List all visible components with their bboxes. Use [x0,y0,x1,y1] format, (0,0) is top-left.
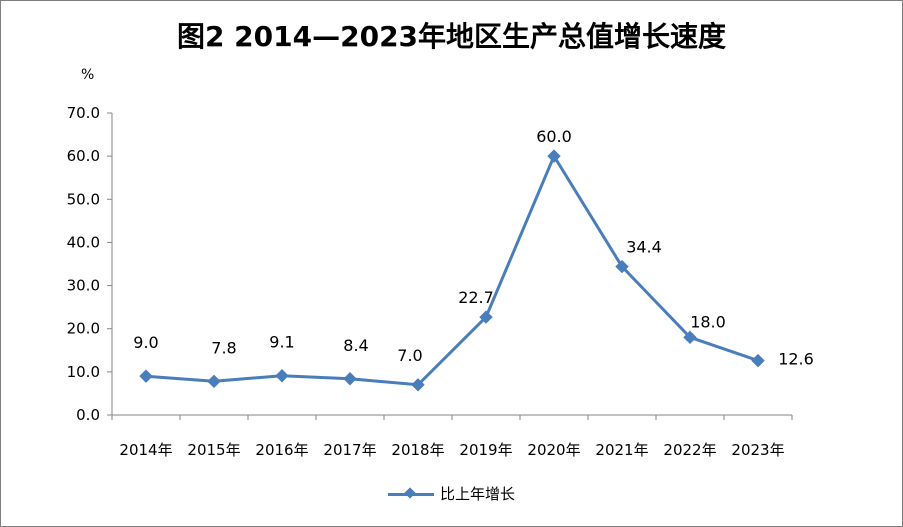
y-tick-label: 70.0 [67,104,100,122]
data-point-marker [207,374,221,389]
data-point-marker [547,149,561,163]
data-label: 8.4 [343,336,368,355]
y-tick-label: 20.0 [67,320,100,338]
data-point-marker [411,378,425,392]
data-point-marker [615,259,629,274]
x-tick-label: 2014年 [119,441,172,459]
data-label: 7.8 [211,338,236,357]
data-label: 22.7 [458,288,494,307]
data-point-marker [343,372,357,386]
data-label: 18.0 [690,312,726,331]
data-labels: 9.0 7.8 9.1 8.4 7.0 22.7 60.0 34.4 18.0 12.6 [133,127,814,368]
y-tick-label: 0.0 [76,406,100,424]
series-line [145,154,759,387]
data-label: 60.0 [536,127,572,146]
y-tick-label: 10.0 [67,363,100,381]
data-point-marker [683,330,697,345]
axes [107,112,793,420]
legend-line-diamond-icon [387,486,434,500]
x-tick-label: 2019年 [459,441,512,459]
x-tick-label: 2016年 [255,441,308,459]
legend: 比上年增长 [1,483,902,504]
data-point-marker [751,353,765,368]
x-tick-label: 2020年 [527,441,580,459]
x-tick-label: 2015年 [187,441,240,459]
y-tick-label: 40.0 [67,233,100,251]
data-point-marker [275,369,289,383]
data-label: 34.4 [626,238,662,257]
data-label: 9.0 [133,333,158,352]
x-tick-label: 2021年 [595,441,648,459]
y-tick-label: 60.0 [67,147,100,165]
x-tick-label: 2023年 [731,441,784,459]
chart-title: 图2 2014—2023年地区生产总值增长速度 [176,20,727,53]
series-markers [139,149,765,392]
data-point-marker [139,369,153,383]
x-tick-labels: 2014年 2015年 2016年 2017年 2018年 2019年 2020年 2021年… [119,441,784,459]
legend-label: 比上年增长 [439,485,515,503]
y-tick-labels: 0.0 10.0 20.0 30.0 40.0 50.0 60.0 70.0 [67,104,100,424]
y-tick-label: 30.0 [67,277,100,295]
data-label: 7.0 [397,346,422,365]
x-tick-label: 2018年 [391,441,444,459]
x-tick-label: 2017年 [323,441,376,459]
x-tick-label: 2022年 [663,441,716,459]
data-label: 12.6 [778,350,814,369]
y-axis-unit: % [81,67,95,83]
series-line-path [145,154,759,387]
data-label: 9.1 [269,333,294,352]
data-point-marker [479,310,493,324]
y-tick-label: 50.0 [67,190,100,208]
